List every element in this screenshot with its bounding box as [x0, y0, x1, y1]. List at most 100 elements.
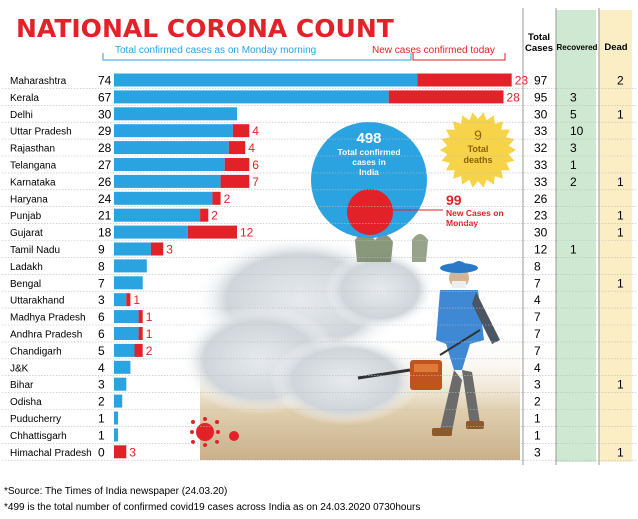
total-cases-value: 7	[534, 344, 541, 358]
existing-bar	[114, 411, 119, 425]
total-cases-value: 30	[534, 226, 548, 240]
new-bar	[138, 327, 143, 340]
summary-graphic: 498 Total confirmed cases in India 99 Ne…	[311, 112, 516, 238]
existing-bar	[114, 327, 139, 340]
existing-value-label: 24	[98, 192, 112, 206]
existing-value-label: 7	[98, 276, 105, 290]
recovered-value: 10	[570, 124, 584, 138]
existing-bar	[114, 191, 213, 205]
recovered-value: 2	[570, 175, 577, 189]
state-label: Kerala	[10, 93, 39, 104]
recovered-value: 1	[570, 243, 577, 257]
new-bar	[134, 343, 143, 357]
legend-new-bracket	[412, 53, 506, 61]
deaths-label-2: deaths	[463, 155, 492, 165]
existing-value-label: 30	[98, 107, 112, 121]
existing-value-label: 74	[98, 74, 112, 88]
recovered-value: 3	[570, 141, 577, 155]
state-label: Delhi	[10, 110, 33, 121]
existing-value-label: 5	[98, 344, 105, 358]
new-value-label: 2	[211, 209, 218, 223]
total-cases-value: 33	[534, 158, 548, 172]
state-label: Haryana	[10, 194, 48, 205]
footnote-total: *499 is the total number of confirmed co…	[4, 502, 420, 513]
legend-existing-bracket	[102, 53, 412, 61]
existing-bar	[114, 174, 221, 188]
total-cases-value: 1	[534, 428, 541, 442]
total-cases-value: 1	[534, 412, 541, 426]
state-label: Bihar	[10, 380, 34, 391]
new-value-label: 4	[252, 124, 259, 138]
state-label: Bengal	[10, 279, 41, 290]
total-cases-value: 97	[534, 74, 548, 88]
dead-value: 1	[617, 209, 624, 223]
deaths-value: 9	[474, 127, 482, 143]
total-cases-label-3: India	[359, 167, 379, 177]
total-cases-label-2: cases in	[352, 157, 386, 167]
state-label: Chandigarh	[10, 346, 62, 357]
total-cases-value: 23	[534, 209, 548, 223]
existing-bar	[114, 310, 139, 324]
total-cases-value: 7	[534, 276, 541, 290]
existing-bar	[114, 124, 233, 138]
state-label: Chhattisgarh	[10, 431, 67, 442]
dead-value: 1	[617, 175, 624, 189]
new-bar	[212, 191, 221, 205]
total-cases-circle	[311, 122, 427, 238]
existing-value-label: 0	[98, 445, 105, 459]
existing-bar	[114, 158, 225, 171]
new-value-label: 12	[240, 226, 254, 240]
dead-header: Dead	[604, 42, 627, 53]
state-label: Rajasthan	[10, 144, 55, 155]
existing-value-label: 4	[98, 361, 105, 375]
fogging-worker-photo	[180, 232, 520, 460]
total-cases-value: 12	[534, 243, 548, 257]
dead-value: 1	[617, 378, 624, 392]
legend-new-label: New cases confirmed today	[372, 45, 495, 56]
total-cases-value: 7	[534, 327, 541, 341]
total-cases-value: 33	[534, 124, 548, 138]
new-value-label: 1	[146, 310, 153, 324]
total-cases-value: 3	[534, 445, 541, 459]
existing-value-label: 67	[98, 90, 112, 104]
existing-bar	[114, 394, 123, 408]
total-cases-value: 4	[534, 293, 541, 307]
dead-column-bg	[599, 10, 632, 462]
dead-value: 1	[617, 107, 624, 121]
existing-bar	[114, 242, 151, 256]
total-cases-value: 26	[534, 192, 548, 206]
new-cases-value: 99	[446, 192, 462, 208]
existing-bar	[114, 259, 147, 273]
total-cases-value: 498	[356, 130, 381, 147]
new-bar	[138, 310, 143, 324]
existing-bar	[114, 377, 127, 391]
existing-value-label: 29	[98, 124, 112, 138]
virus-icon	[190, 417, 239, 447]
state-label: Puducherry	[10, 414, 61, 425]
total-cases-value: 7	[534, 310, 541, 324]
existing-value-label: 2	[98, 395, 105, 409]
new-bar	[187, 225, 237, 239]
total-cases-value: 4	[534, 361, 541, 375]
new-bar	[126, 293, 131, 307]
deaths-burst	[440, 112, 516, 188]
state-label: Maharashtra	[10, 76, 67, 87]
state-label: Telangana	[10, 161, 57, 172]
recovered-header: Recovered	[557, 43, 598, 52]
total-cases-value: 8	[534, 259, 541, 273]
existing-value-label: 28	[98, 141, 112, 155]
existing-value-label: 26	[98, 175, 112, 189]
recovered-value: 5	[570, 107, 577, 121]
state-label: Punjab	[10, 211, 42, 222]
existing-value-label: 1	[98, 428, 105, 442]
footnote-source: *Source: The Times of India newspaper (2…	[4, 486, 227, 497]
new-bar	[388, 90, 504, 104]
total-cases-label-1: Total confirmed	[337, 147, 400, 157]
new-bar	[220, 174, 250, 188]
existing-value-label: 27	[98, 158, 112, 172]
state-label: Karnataka	[10, 177, 56, 188]
total-cases-value: 3	[534, 378, 541, 392]
new-bar	[224, 158, 250, 171]
existing-bar	[114, 141, 229, 155]
